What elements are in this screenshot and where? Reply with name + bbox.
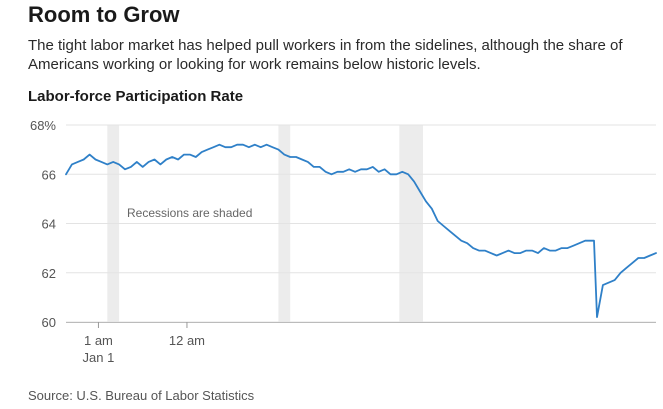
series-lines (65, 143, 657, 319)
grid-lines (66, 124, 656, 323)
page-subtitle: The tight labor market has helped pull w… (28, 37, 623, 73)
y-tick-label-2: 64 (42, 217, 56, 232)
y-tick-label-0: 68% (30, 118, 56, 133)
chart-title: Labor-force Participation Rate (28, 88, 244, 105)
source-note: Source: U.S. Bureau of Labor Statistics (28, 388, 255, 403)
x-axis-ticks: 1 am Jan 1 12 am (83, 322, 205, 365)
series-line-0 (65, 143, 657, 319)
y-tick-label-3: 62 (42, 266, 56, 281)
x-tick-label-1: 12 am (169, 333, 205, 348)
page-title: Room to Grow (28, 2, 180, 27)
recession-annotation: Recessions are shaded (127, 206, 252, 220)
x-tick-label-0: 1 am (84, 333, 113, 348)
y-axis-ticks: 68% 66 64 62 60 (30, 118, 56, 330)
x-tick-sublabel-0: Jan 1 (83, 350, 115, 365)
y-tick-label-4: 60 (42, 315, 56, 330)
y-tick-label-1: 66 (42, 167, 56, 182)
